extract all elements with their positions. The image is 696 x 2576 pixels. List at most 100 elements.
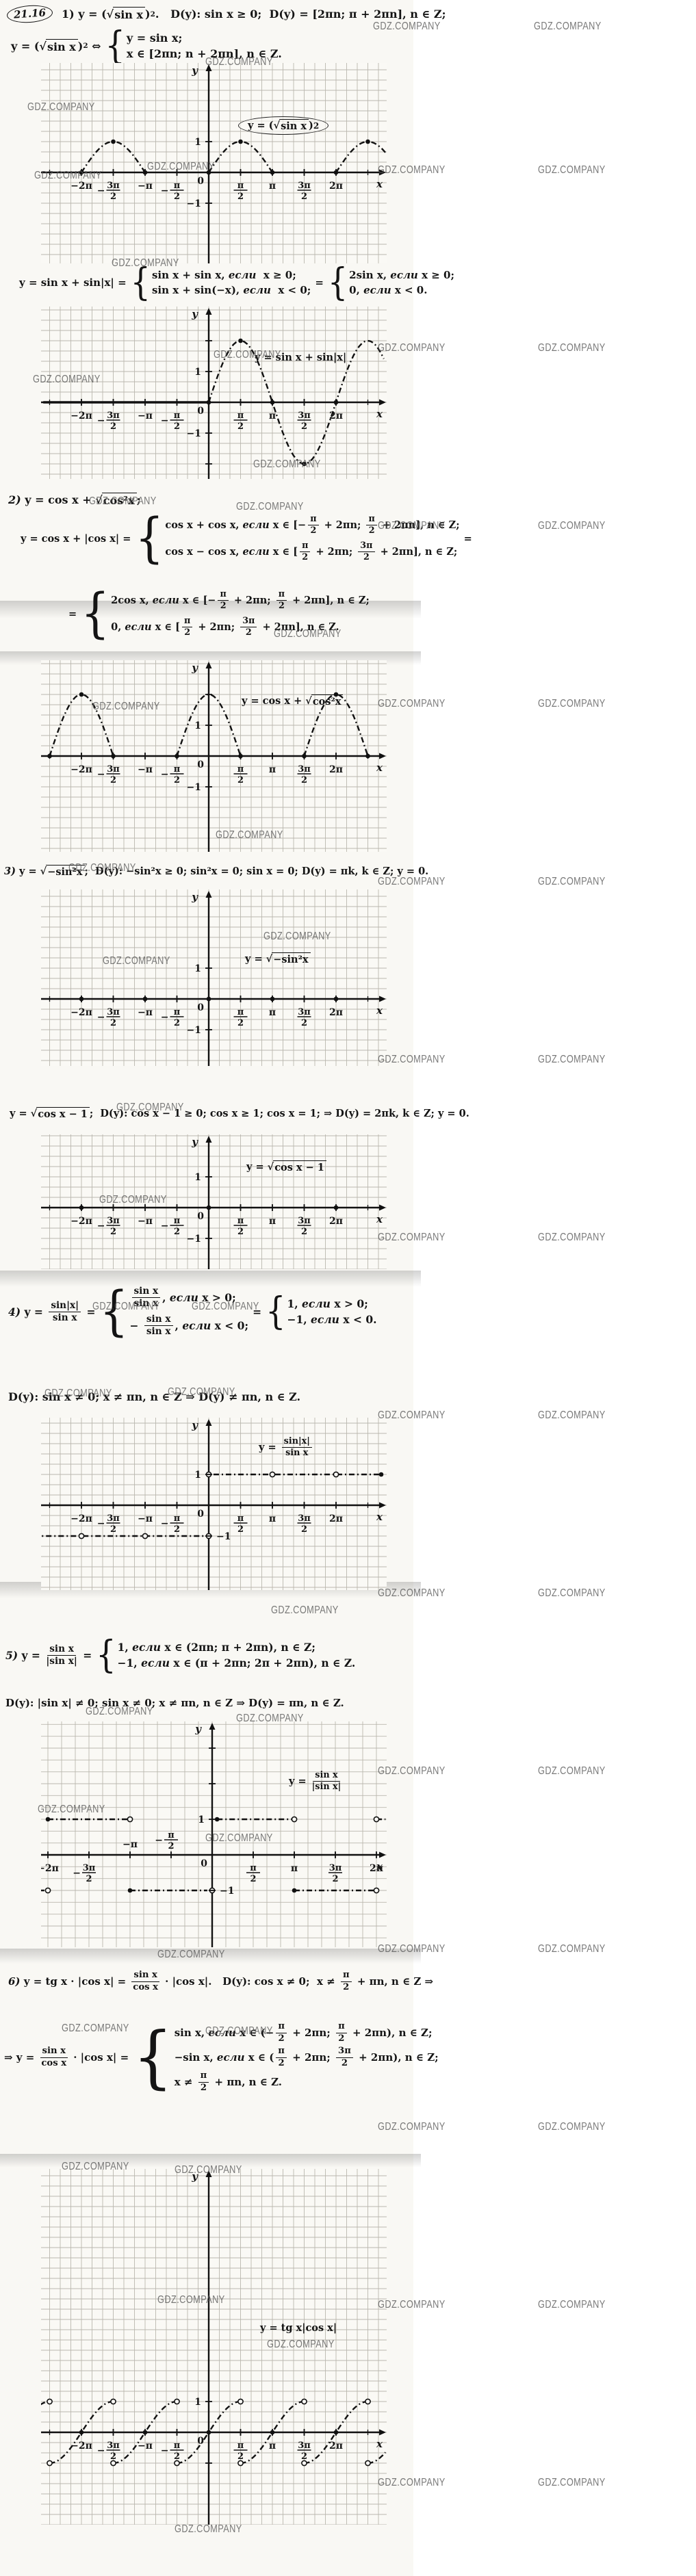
svg-text:2: 2 [301,2451,307,2462]
svg-text:y: y [194,1723,202,1735]
svg-text:2π: 2π [329,1216,343,1227]
formula-sin-abs: y = sin x + sin|x| = { sin x + sin x, ес… [19,263,454,301]
svg-text:x: x [376,2438,383,2450]
curve-label: y = (√ sin x) 2 [238,116,329,135]
svg-text:π: π [250,1863,257,1873]
svg-text:x: x [376,1004,383,1017]
formula-case5: 5) y = sin x |sin x| = { 1, если x ∈ (2πn… [5,1635,355,1674]
case-row: sin x sin x, если x > 0; [130,1286,249,1309]
svg-text:−1: −1 [187,198,201,209]
svg-text:π: π [237,1513,244,1524]
svg-text:π: π [269,2441,276,2451]
formula-case6-eq: ⇒ y = sin x cos x · |cos x| = { sin x, ес… [4,2021,439,2093]
svg-text:0: 0 [197,1509,204,1520]
svg-text:3π: 3π [298,1216,311,1226]
svg-text:y: y [191,662,198,674]
svg-text:3π: 3π [298,1513,311,1524]
svg-text:0: 0 [201,1858,207,1869]
case-row: − sin x sin x, если x < 0; [129,1314,249,1337]
formula-lhs: y = cos x + |cos x| = [21,532,131,545]
formula-text: D(y): |sin x| ≠ 0; sin x ≠ 0; x ≠ πn, n … [5,1697,344,1709]
svg-text:3π: 3π [107,411,120,421]
case-row: −sin x, если x ∈ (π 2 + 2πn; 3π 2 + 2πn), … [174,2046,439,2068]
formula-text: 3) y = √ −sin²x; D(y): −sin²x ≥ 0; sin²x … [4,865,429,878]
svg-text:2: 2 [237,1018,244,1028]
svg-text:π: π [269,181,276,192]
curve-label: y = tg x|cos x| [260,2322,337,2334]
svg-text:−: − [161,415,169,426]
svg-text:−: − [97,1518,105,1529]
svg-text:0: 0 [197,1211,204,1222]
svg-text:2: 2 [301,1227,307,1237]
formula-text: 2) y = cos x + √ cos²x; [8,493,141,507]
case-row: 0, если x < 0. [349,283,428,296]
watermark-text: GDZ.COMPANY [538,2299,606,2311]
svg-text:0: 0 [197,1002,204,1013]
case-row: cos x − cos x, если x ∈ [π 2 + 2πn; 3π 2 +… [165,541,458,563]
svg-text:y: y [191,2170,198,2183]
case-row: 1, если x > 0; [287,1297,368,1310]
svg-text:π: π [174,2441,181,2451]
svg-text:−2π: −2π [41,1863,59,1874]
svg-text:π: π [237,1216,244,1226]
svg-text:−π: −π [138,181,153,192]
svg-text:−: − [161,185,169,196]
svg-text:−: − [161,2445,169,2456]
svg-text:−: − [97,415,105,426]
svg-text:2: 2 [301,1524,307,1535]
svg-text:3π: 3π [329,1863,342,1873]
svg-text:2: 2 [301,775,307,785]
graph-4-sqrt-minus-sin2x: −2π 3π 2− −π π 2− π 2 π 3π 2 2π 1 −1 0 x y y = √ −sin²x [41,889,387,1066]
formula-case3: 3) y = √ −sin²x; D(y): −sin²x ≥ 0; sin²x … [4,865,428,878]
svg-text:3π: 3π [298,2441,311,2451]
svg-text:−1: −1 [216,1531,231,1542]
graph-5-sqrt-cosx-minus-1: −2π 3π 2− −π π 2− π 2 π 3π 2 2π 1 −1 0 x y y = √ cos x − … [41,1134,387,1269]
formula-text: y = √ cos x − 1; D(y): cos x − 1 ≥ 0; cos… [10,1107,469,1120]
svg-text:−: − [97,185,105,196]
scan-shading-band [0,601,421,619]
watermark-text: GDZ.COMPANY [538,1587,606,1599]
svg-text:π: π [237,2441,244,2451]
formula-text: D(y): sin x ≠ 0; x ≠ πn, n ∈ Z ⇒ D(y) ≠ … [8,1390,301,1403]
svg-text:π: π [174,1513,181,1524]
svg-text:2: 2 [237,1524,244,1535]
cases-block: { y = sin x; x ∈ [2πn; n + 2πn], n ∈ Z. [105,23,282,68]
cases-block: { 1, если x > 0; −1, если x < 0. [266,1292,376,1330]
svg-text:−: − [155,1835,163,1846]
svg-text:2: 2 [250,1874,256,1884]
svg-text:−2π: −2π [70,764,92,775]
svg-text:1: 1 [194,137,201,148]
svg-text:x: x [376,178,383,190]
svg-text:2π: 2π [329,764,343,775]
svg-text:π: π [237,181,244,191]
formula-case2-eq1: y = cos x + |cos x| = { cos x + cos x, е… [21,512,472,565]
svg-text:3π: 3π [107,1513,120,1524]
svg-text:−2π: −2π [70,1513,92,1524]
svg-text:−: − [97,1221,105,1232]
svg-text:0: 0 [197,176,204,187]
watermark-text: GDZ.COMPANY [538,1943,606,1955]
formula-case5-domain: D(y): |sin x| ≠ 0; sin x ≠ 0; x ≠ πn, n … [5,1697,344,1709]
cases-block: { 1, если x ∈ (2πn; π + 2πn), n ∈ Z; −1,… [96,1635,355,1674]
svg-text:3π: 3π [298,1007,311,1017]
formula-lhs: y = sin x + sin|x| = [19,276,127,289]
problem-number-badge: 21.16 [6,3,53,25]
formula-lhs: y = (√ sin x) 2 ⇔ [11,38,101,53]
brace-glyph: { [130,259,151,304]
svg-text:3π: 3π [107,1216,120,1226]
svg-text:2: 2 [110,775,116,785]
svg-text:−2π: −2π [70,1216,92,1227]
svg-text:−π: −π [138,1216,153,1227]
graph-6-sin-abs-x-over-sinx: −2π 3π 2− −π π 2− π 2 π 3π 2 2π 1 −1 0 x y y = sin|x| sin… [41,1418,387,1590]
svg-text:2: 2 [174,421,180,432]
formula-case4: 4) y = sin|x| sin x = { sin x sin x, если … [8,1285,377,1338]
watermark-text: GDZ.COMPANY [538,520,606,532]
brace-glyph: { [105,23,125,68]
svg-text:2: 2 [301,192,307,202]
